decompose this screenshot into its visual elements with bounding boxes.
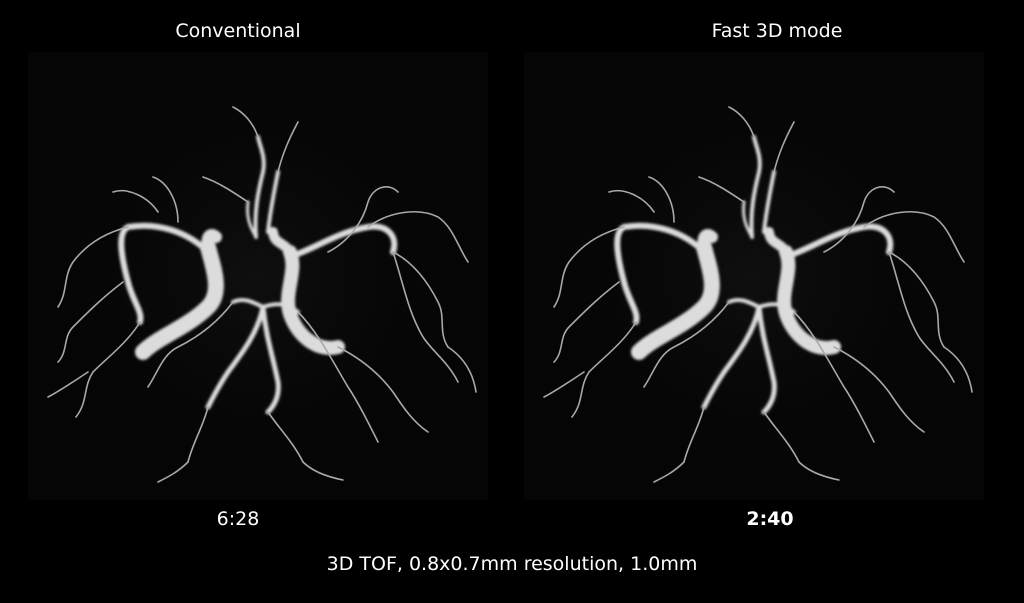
angiogram-render-fast-3d — [524, 52, 984, 500]
angiogram-image-fast-3d — [524, 52, 984, 500]
panel-title-fast-3d: Fast 3D mode — [711, 20, 843, 42]
angiogram-image-conventional — [28, 52, 488, 500]
scan-time-fast-3d: 2:40 — [746, 508, 794, 530]
angiogram-render-conventional — [28, 52, 488, 500]
sequence-caption: 3D TOF, 0.8x0.7mm resolution, 1.0mm — [326, 553, 698, 575]
scan-time-conventional: 6:28 — [216, 508, 260, 530]
panel-title-conventional: Conventional — [175, 20, 301, 42]
